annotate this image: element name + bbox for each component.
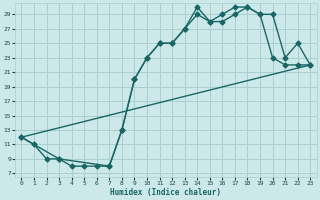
X-axis label: Humidex (Indice chaleur): Humidex (Indice chaleur) bbox=[110, 188, 221, 197]
